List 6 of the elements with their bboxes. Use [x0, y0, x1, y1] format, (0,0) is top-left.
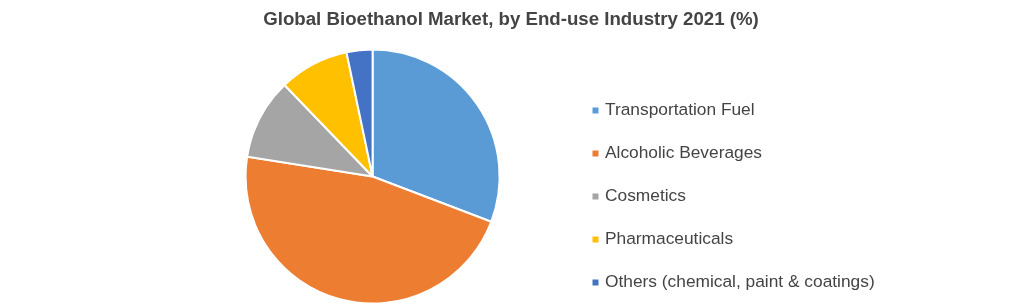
legend-label: Pharmaceuticals	[605, 228, 734, 249]
legend-label: Cosmetics	[605, 185, 686, 206]
chart-title: Global Bioethanol Market, by End-use Industry 2021 (%)	[263, 7, 759, 29]
legend-label: Transportation Fuel	[605, 99, 755, 120]
legend-label: Others (chemical, paint & coatings)	[605, 271, 875, 292]
legend-label: Alcoholic Beverages	[605, 142, 763, 163]
